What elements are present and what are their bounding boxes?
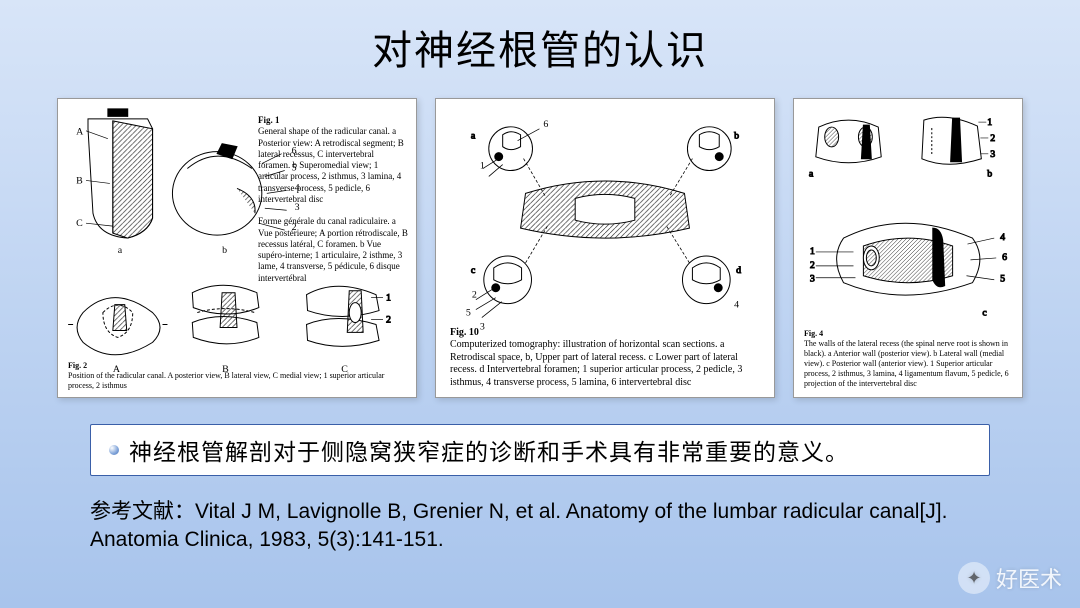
callout-text: 神经根管解剖对于侧隐窝狭窄症的诊断和手术具有非常重要的意义。	[129, 433, 849, 467]
svg-text:2: 2	[386, 315, 391, 326]
svg-text:1: 1	[480, 161, 485, 172]
reference-label: 参考文献：	[90, 500, 195, 523]
svg-text:5: 5	[466, 308, 471, 319]
svg-text:4: 4	[1000, 232, 1005, 243]
fig2-caption: Fig. 2 Position of the radicular canal. …	[68, 361, 408, 391]
svg-text:2: 2	[810, 260, 815, 271]
figure-panel-3: a 1 2 3 b	[793, 98, 1023, 398]
svg-text:6: 6	[543, 119, 548, 130]
svg-text:c: c	[471, 265, 476, 276]
svg-text:b: b	[987, 169, 992, 180]
svg-text:C: C	[76, 218, 83, 229]
svg-text:B: B	[76, 175, 83, 186]
figure-panel-2: a b c	[435, 98, 775, 398]
reference-block: 参考文献：Vital J M, Lavignolle B, Grenier N,…	[90, 498, 990, 555]
svg-text:a: a	[809, 169, 814, 180]
svg-text:1: 1	[987, 117, 992, 128]
figures-row: A B C a 6 5 4 3 2 b	[0, 98, 1080, 398]
svg-text:3: 3	[810, 274, 815, 285]
svg-text:b: b	[734, 131, 739, 142]
fig4-caption: Fig. 4 The walls of the lateral recess (…	[804, 329, 1014, 389]
svg-text:4: 4	[734, 300, 739, 311]
svg-text:2: 2	[472, 290, 477, 301]
svg-text:b: b	[222, 245, 227, 256]
fig1-caption: Fig. 1 General shape of the radicular ca…	[258, 115, 408, 284]
svg-text:d: d	[736, 265, 741, 276]
wechat-icon: ✦	[958, 562, 990, 594]
svg-text:a: a	[118, 245, 123, 256]
callout-box: 神经根管解剖对于侧隐窝狭窄症的诊断和手术具有非常重要的意义。	[90, 424, 990, 476]
svg-text:c: c	[982, 307, 987, 318]
svg-text:6: 6	[1002, 252, 1007, 263]
figure-panel-1: A B C a 6 5 4 3 2 b	[57, 98, 417, 398]
watermark: ✦ 好医术	[958, 562, 1062, 594]
svg-text:3: 3	[990, 149, 995, 160]
svg-text:a: a	[471, 131, 476, 142]
svg-text:5: 5	[1000, 274, 1005, 285]
svg-text:1: 1	[386, 293, 391, 304]
reference-text: Vital J M, Lavignolle B, Grenier N, et a…	[90, 500, 947, 551]
svg-text:1: 1	[810, 246, 815, 257]
watermark-text: 好医术	[996, 562, 1062, 594]
fig10-caption: Fig. 10 Computerized tomography: illustr…	[450, 327, 760, 390]
slide-title: 对神经根管的认识	[0, 0, 1080, 76]
svg-text:A: A	[76, 127, 84, 138]
svg-text:2: 2	[990, 133, 995, 144]
bullet-icon	[109, 445, 119, 455]
